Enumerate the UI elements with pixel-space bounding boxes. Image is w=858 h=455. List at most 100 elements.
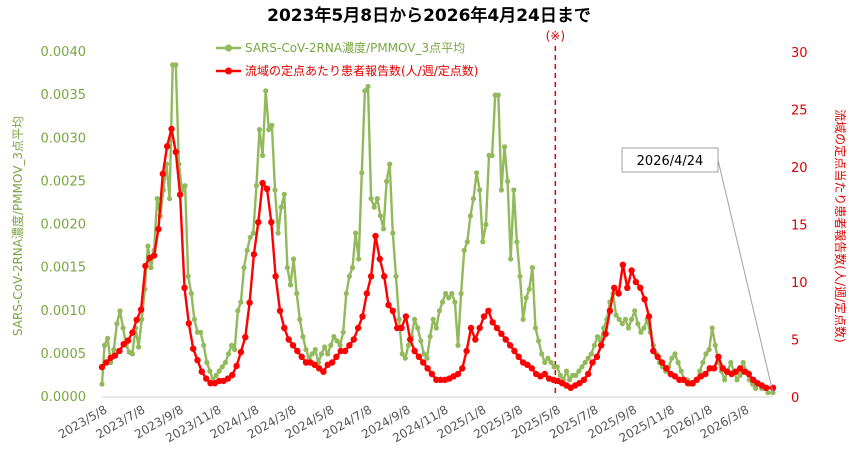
rna-point <box>470 196 477 202</box>
rna-point <box>594 334 601 340</box>
patient-point <box>255 219 262 226</box>
patient-point <box>763 384 770 391</box>
rna-point <box>213 372 219 378</box>
patient-point <box>163 143 171 150</box>
patient-point <box>663 365 670 372</box>
patient-point <box>411 347 418 355</box>
rna-point <box>489 152 495 159</box>
rna-point <box>439 299 446 305</box>
patient-point <box>285 336 292 343</box>
chart-title: 2023年5月8日から2026年4月24日まで <box>267 5 591 26</box>
patient-point <box>98 363 106 371</box>
patient-point <box>415 353 423 360</box>
patient-point <box>472 336 479 343</box>
patient-point <box>294 347 301 355</box>
rna-point <box>703 351 709 357</box>
legend: SARS-CoV-2RNA濃度/PMMOV_3点平均 流域の定点あたり患者報告数… <box>216 40 478 78</box>
rna-point <box>173 62 179 68</box>
patient-point <box>376 255 383 263</box>
rna-point <box>712 342 718 348</box>
patient-point <box>541 370 548 378</box>
rna-point <box>585 355 591 361</box>
series-layer <box>98 62 777 396</box>
rna-point <box>446 295 452 301</box>
rna-point <box>436 308 442 314</box>
patient-point <box>511 347 518 355</box>
rna-point <box>573 372 579 378</box>
rna-point <box>303 347 309 353</box>
patient-point <box>242 334 249 341</box>
rna-point <box>495 92 501 98</box>
rna-point <box>219 364 225 370</box>
patient-point <box>611 284 618 291</box>
marker-line-group: (※) <box>546 29 565 397</box>
patient-point <box>732 368 739 375</box>
patient-point <box>493 324 501 332</box>
rna-point <box>322 344 328 350</box>
rna-point <box>467 213 473 219</box>
rna-point <box>185 273 191 279</box>
rna-point <box>449 290 455 297</box>
rna-point <box>424 355 430 361</box>
rna-point <box>256 127 263 133</box>
rna-point <box>346 273 352 279</box>
patient-point <box>624 284 631 291</box>
rna-point <box>548 359 554 366</box>
patient-point <box>346 342 353 349</box>
patient-point <box>593 353 601 360</box>
patient-point <box>250 251 258 258</box>
rna-point <box>353 230 359 236</box>
patient-point <box>769 384 777 391</box>
rna-point <box>545 355 551 361</box>
patient-point <box>736 365 744 372</box>
patient-point <box>528 365 535 372</box>
rna-point <box>740 359 746 366</box>
patient-point <box>350 336 357 343</box>
rna-point <box>275 230 281 236</box>
patient-point <box>650 347 657 355</box>
rna-point <box>399 351 405 357</box>
patient-point <box>389 307 396 314</box>
rna-point <box>244 247 250 253</box>
rna-point <box>325 351 331 357</box>
rna-point <box>371 204 377 210</box>
rna-point <box>536 338 542 344</box>
patient-point <box>424 365 431 372</box>
patient-point <box>276 307 284 314</box>
rna-point <box>632 308 638 314</box>
legend-label-patients: 流域の定点あたり患者報告数(人/週/定点数) <box>245 63 478 78</box>
series-rna <box>99 62 776 396</box>
patient-point <box>407 336 414 343</box>
patient-point <box>315 365 323 372</box>
patient-point <box>176 191 184 198</box>
patient-point <box>302 359 310 366</box>
rna-point <box>356 256 362 262</box>
rna-point <box>557 372 563 378</box>
rna-point <box>452 299 458 305</box>
rna-point <box>300 334 306 340</box>
rna-point <box>349 265 356 271</box>
rna-point <box>554 364 560 370</box>
left-tick-label: 0.0035 <box>41 88 87 103</box>
rna-point <box>362 88 368 94</box>
rna-point <box>229 342 235 348</box>
rna-point <box>309 351 315 357</box>
rna-point <box>287 282 294 288</box>
rna-point <box>198 329 204 335</box>
rna-point <box>542 359 548 366</box>
patient-point <box>363 290 370 297</box>
patient-point <box>689 380 696 387</box>
rna-point <box>393 273 399 279</box>
rna-point <box>483 221 489 228</box>
left-tick-label: 0.0005 <box>41 347 87 362</box>
patient-point <box>576 380 583 387</box>
rna-point <box>430 316 436 322</box>
patient-point <box>181 284 188 291</box>
rna-point <box>601 325 607 331</box>
left-axis-title: SARS-CoV-2RNA濃度/PMMOV_3点平均 <box>10 116 25 336</box>
rna-point <box>539 351 545 357</box>
patient-point <box>498 330 505 337</box>
patient-point <box>246 299 253 306</box>
rna-point <box>418 338 424 344</box>
rna-point <box>505 178 511 184</box>
